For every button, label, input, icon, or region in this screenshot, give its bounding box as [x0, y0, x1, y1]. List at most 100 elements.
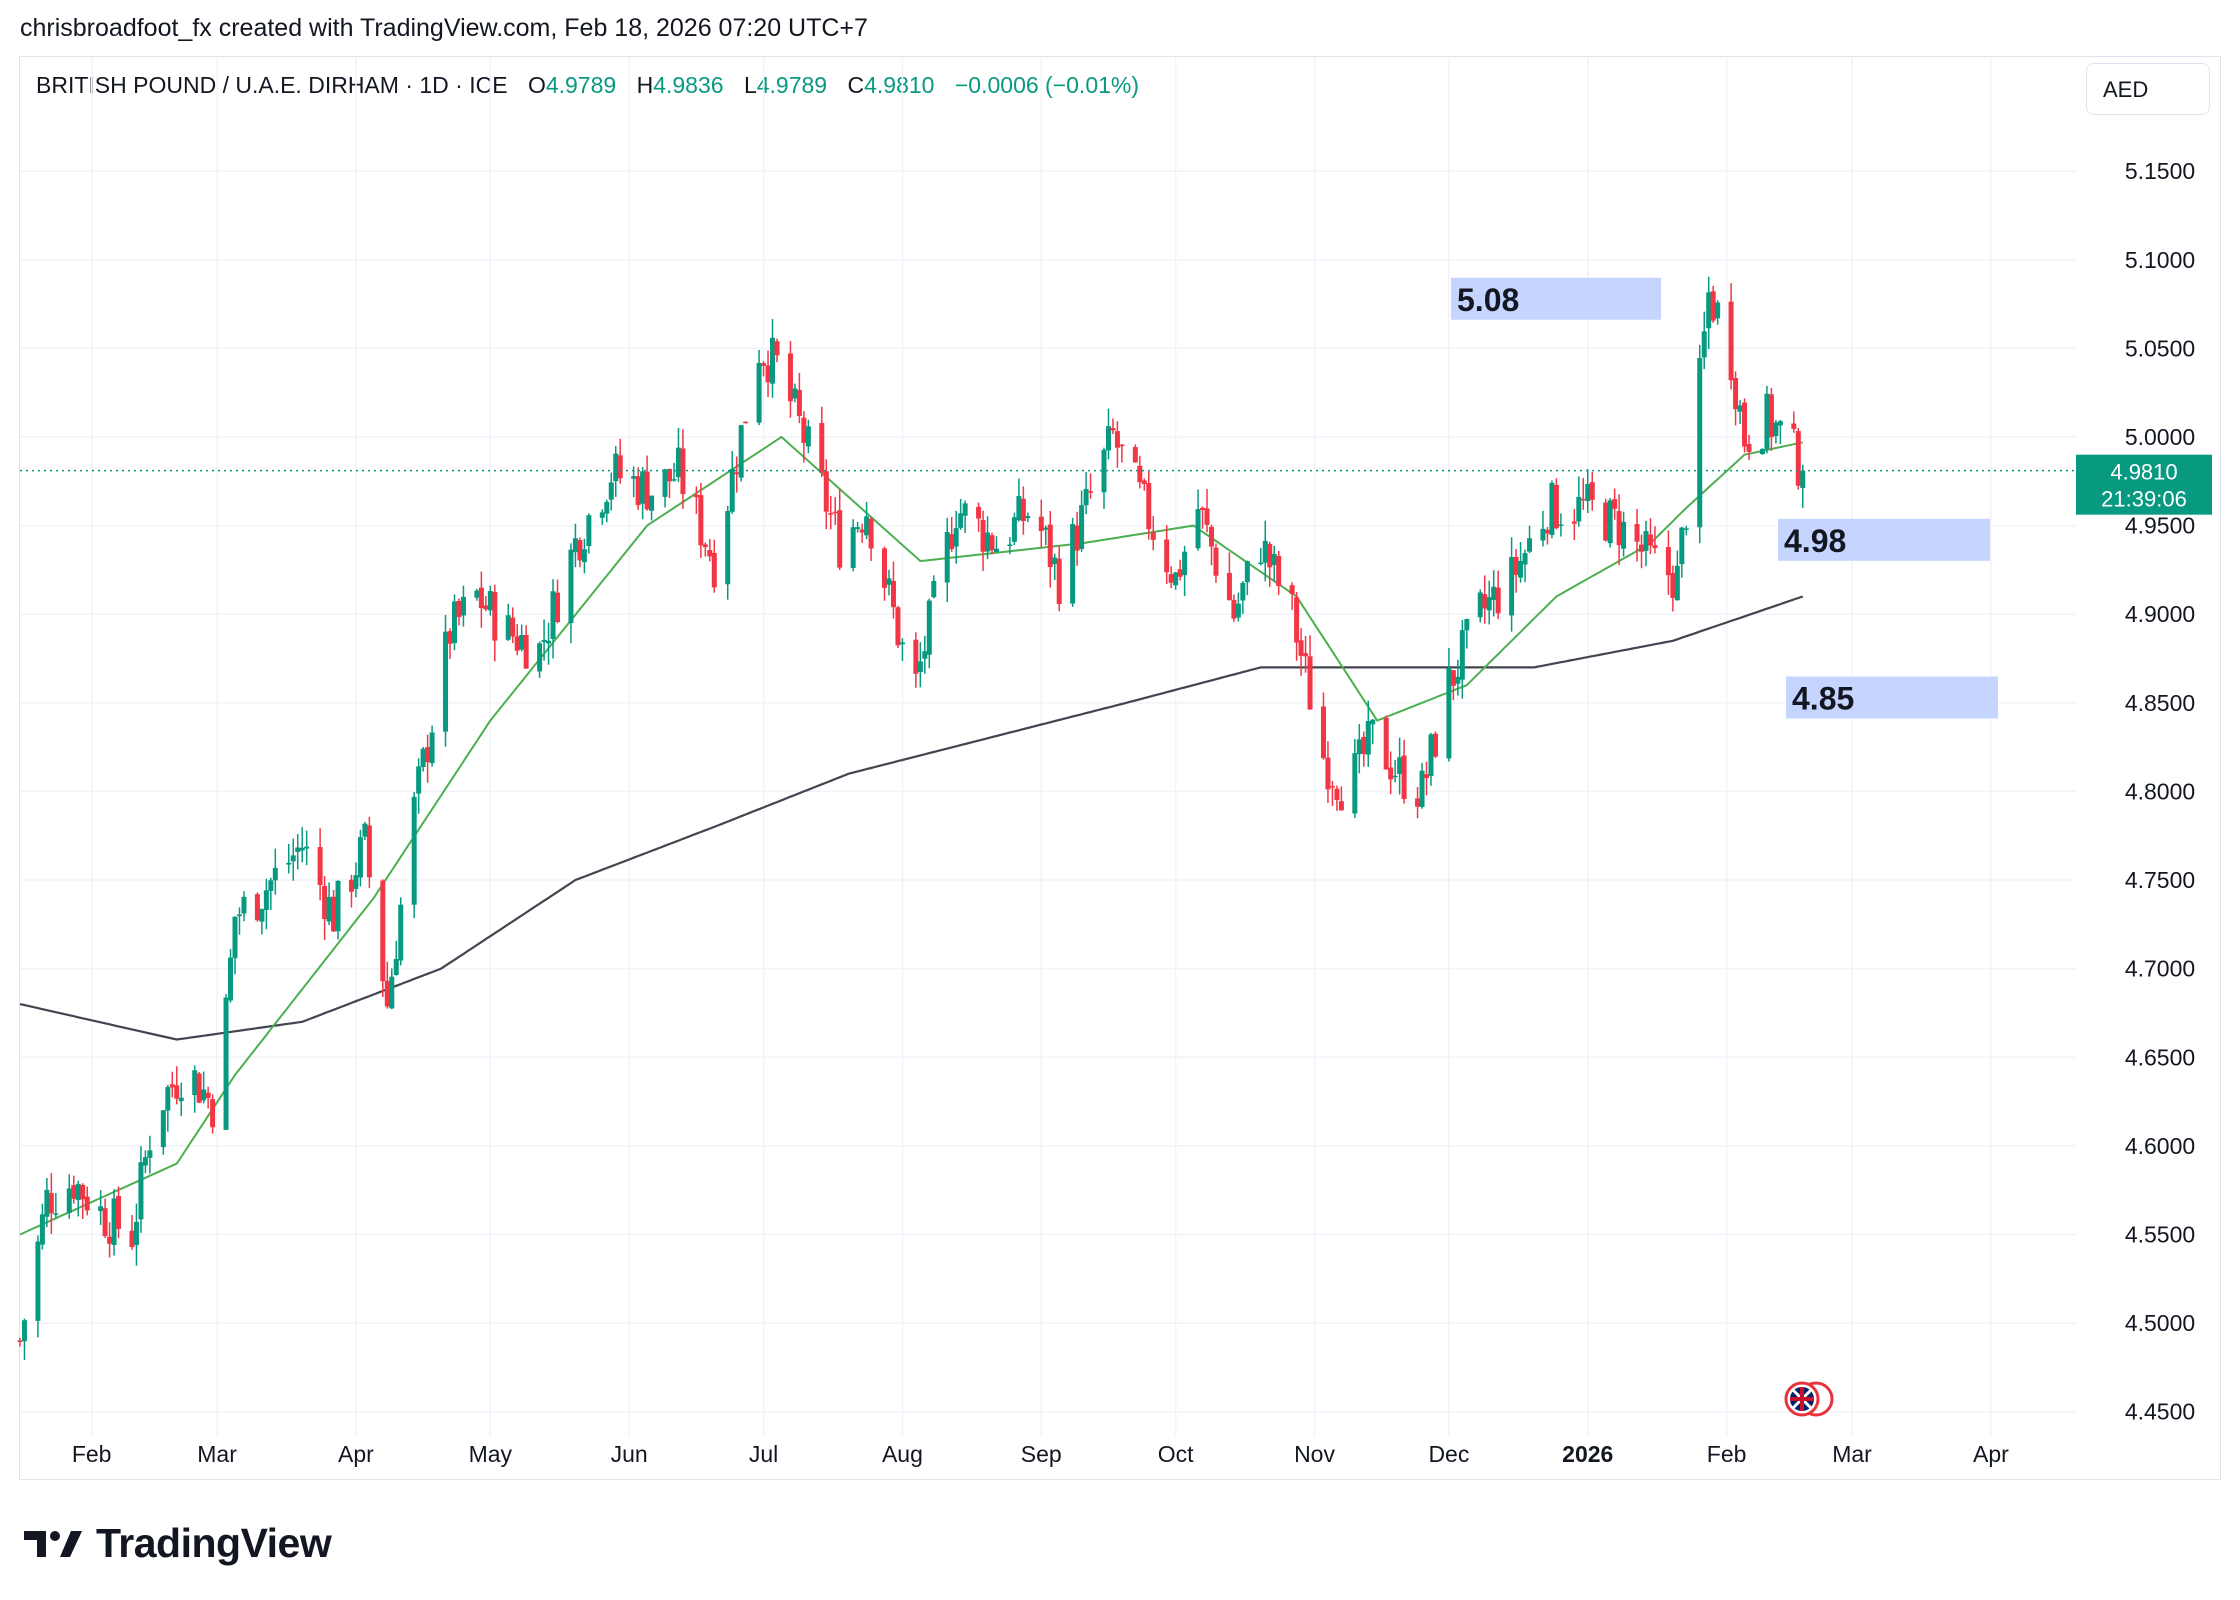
candle[interactable]: [1706, 276, 1712, 350]
candle[interactable]: [1665, 530, 1671, 595]
candle[interactable]: [1007, 536, 1013, 555]
candle[interactable]: [1759, 448, 1765, 455]
candle[interactable]: [133, 1203, 139, 1266]
candle[interactable]: [1773, 420, 1779, 444]
candle[interactable]: [1365, 700, 1371, 767]
candle[interactable]: [1307, 635, 1313, 710]
candle[interactable]: [196, 1071, 202, 1104]
candle[interactable]: [129, 1214, 135, 1250]
candle[interactable]: [1079, 490, 1085, 552]
candle[interactable]: [1459, 619, 1465, 699]
candle[interactable]: [931, 575, 937, 599]
candle[interactable]: [460, 585, 466, 627]
candle[interactable]: [223, 994, 229, 1130]
candle[interactable]: [1450, 670, 1456, 701]
candle[interactable]: [1200, 506, 1206, 529]
candle[interactable]: [913, 632, 919, 688]
candle[interactable]: [761, 361, 767, 377]
level-annotation[interactable]: 4.85: [1786, 676, 1998, 719]
candle[interactable]: [1795, 427, 1801, 490]
candle[interactable]: [1701, 311, 1707, 370]
candle[interactable]: [1791, 411, 1797, 433]
candle[interactable]: [142, 1150, 148, 1174]
candle[interactable]: [1052, 553, 1058, 581]
candle[interactable]: [1168, 566, 1174, 589]
candle[interactable]: [895, 605, 901, 648]
candle[interactable]: [510, 607, 516, 644]
candle[interactable]: [111, 1189, 117, 1256]
candle[interactable]: [1710, 285, 1716, 323]
candle[interactable]: [205, 1086, 211, 1109]
tradingview-logo[interactable]: TradingView: [24, 1520, 332, 1567]
candle[interactable]: [1271, 545, 1277, 582]
candle[interactable]: [855, 521, 861, 533]
candle[interactable]: [290, 838, 296, 881]
candle[interactable]: [1047, 510, 1053, 588]
candle[interactable]: [492, 584, 498, 662]
candle[interactable]: [1289, 582, 1295, 610]
candle[interactable]: [1383, 715, 1389, 770]
candle[interactable]: [66, 1174, 72, 1219]
candle[interactable]: [1428, 732, 1434, 786]
candle[interactable]: [1074, 511, 1080, 566]
candle[interactable]: [1137, 455, 1143, 489]
candle[interactable]: [272, 848, 278, 895]
candle[interactable]: [1679, 526, 1685, 578]
candle[interactable]: [1513, 549, 1519, 593]
candle[interactable]: [1580, 477, 1586, 510]
candle[interactable]: [729, 450, 735, 514]
candle[interactable]: [487, 585, 493, 616]
candle[interactable]: [228, 949, 234, 1003]
candle[interactable]: [649, 495, 655, 521]
candle[interactable]: [1110, 418, 1116, 435]
candle[interactable]: [478, 571, 484, 628]
candle[interactable]: [617, 438, 623, 484]
candle[interactable]: [568, 543, 574, 644]
candle[interactable]: [523, 625, 529, 669]
candle[interactable]: [1768, 387, 1774, 451]
candle[interactable]: [926, 598, 932, 669]
candle[interactable]: [958, 498, 964, 530]
candle[interactable]: [572, 523, 578, 568]
candle[interactable]: [1294, 591, 1300, 661]
candle[interactable]: [1733, 371, 1739, 426]
candle[interactable]: [1025, 512, 1031, 523]
y-axis[interactable]: 5.1500 5.1000 5.0500 5.0000 4.9500 4.9000 4.85…: [2125, 158, 2195, 1425]
candle[interactable]: [1303, 635, 1309, 673]
candle[interactable]: [483, 596, 489, 612]
candle[interactable]: [1455, 659, 1461, 696]
candle[interactable]: [949, 517, 955, 552]
candle[interactable]: [1647, 518, 1653, 555]
candle[interactable]: [201, 1071, 207, 1104]
candle[interactable]: [317, 828, 323, 901]
candle[interactable]: [1173, 571, 1179, 590]
candle[interactable]: [1486, 580, 1492, 625]
candle[interactable]: [1540, 510, 1546, 547]
candle[interactable]: [1728, 283, 1734, 390]
candle[interactable]: [671, 462, 677, 482]
candle[interactable]: [1320, 692, 1326, 760]
candle[interactable]: [295, 834, 301, 870]
candle[interactable]: [326, 882, 332, 926]
candle[interactable]: [1585, 469, 1591, 514]
currency-button[interactable]: AED: [2086, 63, 2210, 115]
candle[interactable]: [1670, 565, 1676, 612]
candle[interactable]: [1549, 480, 1555, 539]
candle[interactable]: [254, 892, 260, 922]
candle[interactable]: [787, 341, 793, 418]
candle[interactable]: [980, 510, 986, 571]
candle[interactable]: [1244, 560, 1250, 596]
candle[interactable]: [1240, 581, 1246, 614]
candle[interactable]: [411, 791, 417, 919]
candle[interactable]: [44, 1177, 50, 1228]
candle[interactable]: [1352, 738, 1358, 818]
candle[interactable]: [899, 638, 905, 662]
candle[interactable]: [1607, 497, 1613, 548]
candle[interactable]: [236, 907, 242, 935]
candle[interactable]: [1119, 443, 1125, 463]
candle[interactable]: [922, 635, 928, 674]
candle[interactable]: [882, 546, 888, 601]
candle[interactable]: [348, 874, 354, 908]
candle[interactable]: [1495, 570, 1501, 620]
candle[interactable]: [837, 489, 843, 571]
